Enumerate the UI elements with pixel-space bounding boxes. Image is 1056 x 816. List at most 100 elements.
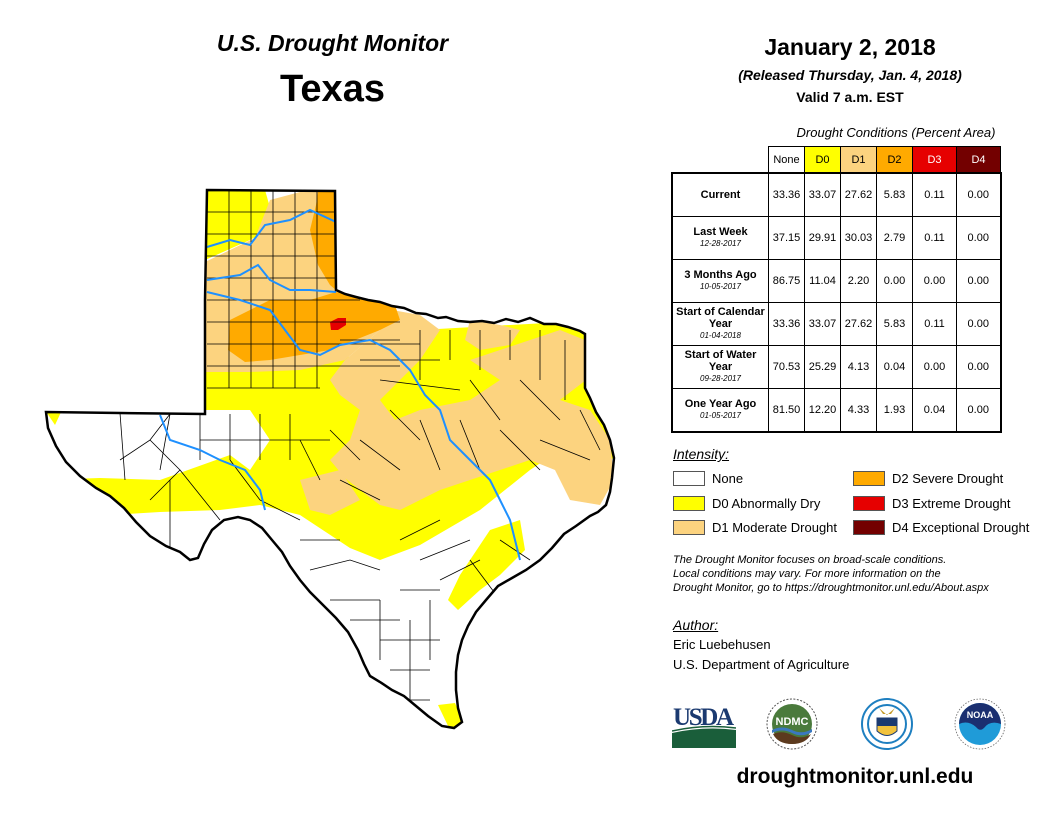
row-label: 3 Months Ago 10-05-2017: [671, 259, 769, 303]
cell-d0: 11.04: [804, 259, 841, 303]
cell-d0: 12.20: [804, 388, 841, 433]
row-label: Current: [671, 172, 769, 217]
note-line: Local conditions may vary. For more info…: [673, 568, 941, 580]
author-organization: U.S. Department of Agriculture: [673, 657, 850, 672]
cell-d4: 0.00: [956, 216, 1001, 260]
cell-d3: 0.11: [912, 172, 957, 217]
cell-d0: 29.91: [804, 216, 841, 260]
ndmc-logo: NDMC: [766, 698, 818, 750]
usda-logo: USDA: [672, 704, 736, 748]
website-link[interactable]: droughtmonitor.unl.edu: [736, 765, 974, 788]
cell-none: 81.50: [768, 388, 805, 433]
table-row: Start of Calendar Year 01-04-2018 33.36 33.…: [671, 302, 1001, 346]
zone-d3: [330, 318, 346, 330]
rivers: [159, 208, 521, 561]
legend-swatch: [673, 496, 705, 511]
ndmc-logo-text: NDMC: [776, 716, 809, 728]
cell-d3: 0.04: [912, 388, 957, 433]
cell-d0: 25.29: [804, 345, 841, 389]
legend-item-d0: D0 Abnormally Dry: [673, 496, 820, 511]
cell-d2: 2.79: [876, 216, 913, 260]
zone-d0-coastal: [448, 520, 525, 610]
zone-d2-rolling-plains: [228, 292, 400, 362]
legend-item-d3: D3 Extreme Drought: [853, 496, 1011, 511]
legend-item-d1: D1 Moderate Drought: [673, 520, 837, 535]
row-date: 01-05-2017: [700, 411, 741, 420]
release-date: (Released Thursday, Jan. 4, 2018): [738, 67, 962, 83]
commerce-seal-logo: [861, 698, 913, 750]
river-red-prairie-dog: [206, 263, 337, 293]
cell-d1: 30.03: [840, 216, 877, 260]
disclaimer-note: The Drought Monitor focuses on broad-sca…: [673, 553, 1043, 595]
texas-drought-map: [44, 188, 616, 730]
cell-d3: 0.00: [912, 345, 957, 389]
col-header-d0: D0: [804, 146, 841, 174]
valid-time: Valid 7 a.m. EST: [796, 89, 904, 105]
cell-d4: 0.00: [956, 172, 1001, 217]
col-header-d1: D1: [840, 146, 877, 174]
col-header-none: None: [768, 146, 805, 174]
table-row: Start of Water Year 09-28-2017 70.53 25.29 4…: [671, 345, 1001, 389]
legend-item-none: None: [673, 471, 743, 486]
region-name: Texas: [280, 68, 385, 110]
cell-d1: 4.13: [840, 345, 877, 389]
cell-none: 86.75: [768, 259, 805, 303]
river-canadian: [206, 208, 337, 248]
cell-d2: 0.00: [876, 259, 913, 303]
row-label: One Year Ago 01-05-2017: [671, 388, 769, 433]
cell-d1: 4.33: [840, 388, 877, 433]
legend-label: D3 Extreme Drought: [892, 496, 1011, 511]
cell-d2: 5.83: [876, 302, 913, 346]
author-heading: Author:: [673, 617, 719, 633]
row-label: Start of Water Year 09-28-2017: [671, 345, 769, 389]
drought-conditions-table: None D0 D1 D2 D3 D4 Current 33.36 33.07 27.…: [671, 146, 1002, 433]
table-row: One Year Ago 01-05-2017 81.50 12.20 4.33 1.93…: [671, 388, 1001, 433]
county-lines: [119, 190, 601, 701]
legend-swatch: [853, 496, 885, 511]
table-corner: [672, 147, 769, 174]
cell-d0: 33.07: [804, 302, 841, 346]
cell-d0: 33.07: [804, 172, 841, 217]
cell-d1: 27.62: [840, 302, 877, 346]
row-date: 10-05-2017: [700, 282, 741, 291]
cell-d4: 0.00: [956, 302, 1001, 346]
cell-d1: 27.62: [840, 172, 877, 217]
cell-d1: 2.20: [840, 259, 877, 303]
row-label-text: Last Week: [693, 226, 748, 238]
table-title: Drought Conditions (Percent Area): [796, 125, 996, 140]
row-date: 12-28-2017: [700, 239, 741, 248]
legend-swatch: [853, 471, 885, 486]
row-label: Start of Calendar Year 01-04-2018: [671, 302, 769, 346]
cell-d4: 0.00: [956, 345, 1001, 389]
legend-swatch: [673, 471, 705, 486]
col-header-d3: D3: [912, 146, 957, 174]
cell-none: 33.36: [768, 302, 805, 346]
row-label-text: Start of Calendar Year: [676, 306, 765, 330]
legend-label: D1 Moderate Drought: [712, 520, 838, 535]
legend-swatch: [853, 520, 885, 535]
row-label-text: One Year Ago: [684, 398, 757, 410]
zone-d0-el-paso: [46, 410, 62, 425]
cell-d4: 0.00: [956, 388, 1001, 433]
legend-label: D0 Abnormally Dry: [712, 496, 821, 511]
col-header-d2: D2: [876, 146, 913, 174]
table-row: 3 Months Ago 10-05-2017 86.75 11.04 2.20 0.00…: [671, 259, 1001, 303]
row-label-text: 3 Months Ago: [684, 269, 757, 281]
legend-item-d2: D2 Severe Drought: [853, 471, 1003, 486]
row-date: 01-04-2018: [700, 331, 741, 340]
row-date: 09-28-2017: [700, 374, 741, 383]
zone-d2-panhandle-east: [310, 192, 336, 290]
river-pecos: [159, 414, 266, 511]
note-line: Drought Monitor, go to https://droughtmo…: [673, 582, 989, 594]
cell-d2: 5.83: [876, 172, 913, 217]
cell-d3: 0.00: [912, 259, 957, 303]
author-name: Eric Luebehusen: [673, 637, 771, 652]
noaa-logo-text: NOAA: [967, 710, 994, 720]
zone-d1-northeast-patch: [465, 320, 520, 350]
river-brazos: [206, 291, 521, 561]
note-line: The Drought Monitor focuses on broad-sca…: [673, 554, 947, 566]
cell-d3: 0.11: [912, 302, 957, 346]
cell-d4: 0.00: [956, 259, 1001, 303]
cell-d2: 1.93: [876, 388, 913, 433]
legend-title: Intensity:: [673, 446, 730, 462]
